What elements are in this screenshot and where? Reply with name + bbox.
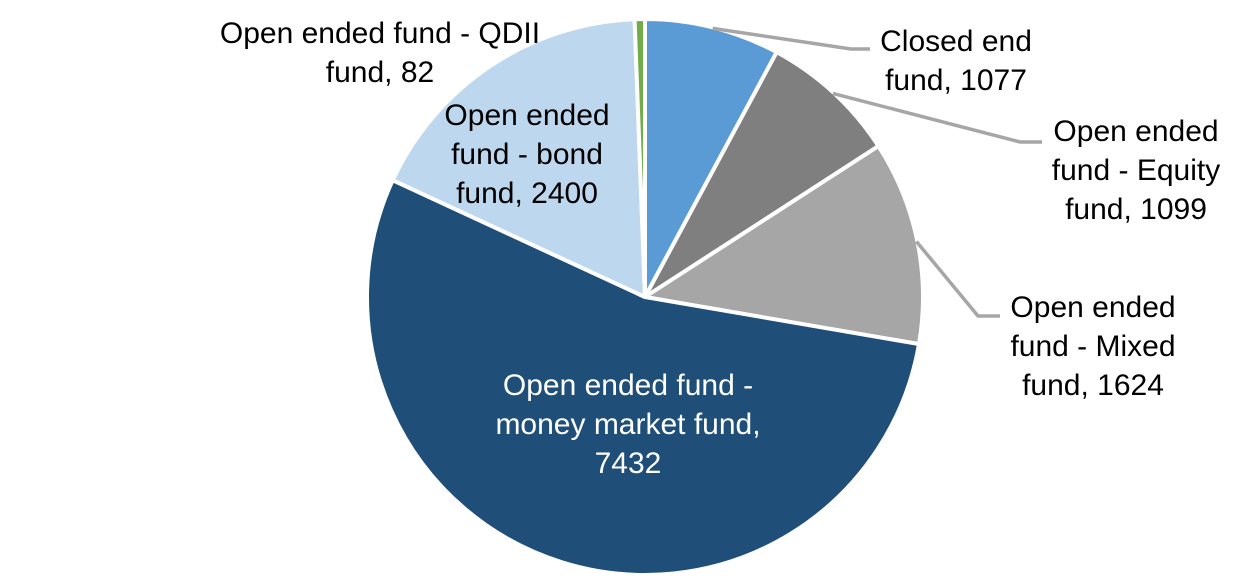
data-label-open-ended-mixed-fund: Open ended fund - Mixed fund, 1624 bbox=[1010, 291, 1176, 402]
data-label-closed-end-fund: Closed end fund, 1077 bbox=[880, 25, 1032, 97]
leader-line-closed-end-fund bbox=[712, 26, 870, 51]
leader-line-open-ended-equity-fund bbox=[832, 91, 1042, 144]
pie-slice-open-ended-qdii-fund bbox=[632, 17, 647, 299]
data-label-open-ended-money-market-fund: Open ended fund - money market fund, 743… bbox=[495, 369, 761, 480]
leader-line-open-ended-mixed-fund bbox=[915, 240, 1000, 318]
data-label-open-ended-qdii-fund: Open ended fund - QDII fund, 82 bbox=[219, 17, 541, 89]
data-label-open-ended-bond-fund: Open ended fund - bond fund, 2400 bbox=[444, 99, 610, 210]
pie-slice-open-ended-bond-fund bbox=[390, 17, 647, 299]
pie-slice-open-ended-money-market-fund bbox=[365, 178, 921, 577]
data-label-open-ended-equity-fund: Open ended fund - Equity fund, 1099 bbox=[1051, 115, 1221, 226]
